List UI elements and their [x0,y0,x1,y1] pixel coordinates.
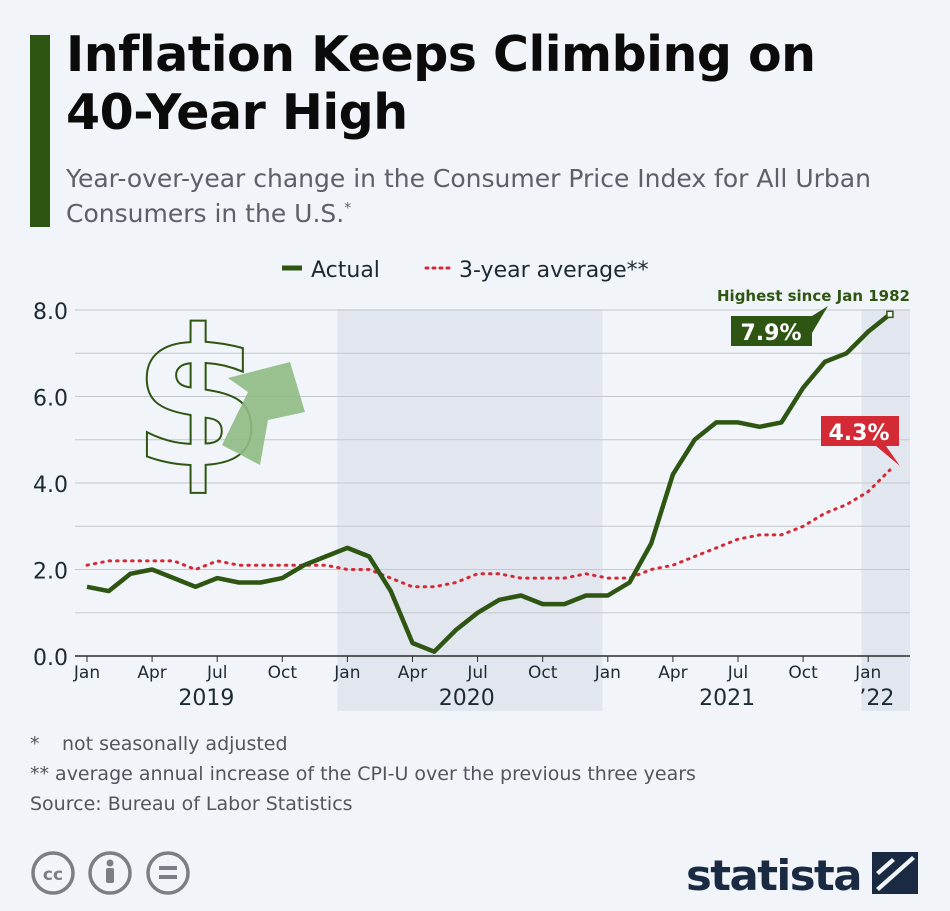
page-subtitle: Year-over-year change in the Consumer Pr… [66,161,886,231]
average-callout: 4.3% [821,416,900,466]
shade-2020 [337,309,603,711]
x-tick-label: Jul [206,663,228,683]
series-lines [85,310,894,654]
year-label: 2019 [178,686,234,711]
year-label: 2021 [699,686,755,711]
x-tick-label: Jan [854,663,881,683]
x-tick-label: Jul [727,663,749,683]
x-tick-label: Jan [333,663,360,683]
y-axis-ticks: 0.0 2.0 4.0 6.0 8.0 [33,300,68,671]
statista-logo[interactable]: statista [686,846,922,900]
x-tick-label: Apr [398,663,427,683]
y-tick-label: 6.0 [33,387,68,412]
x-axis-ticks: Jan Apr Jul Oct Jan Apr Jul Oct Jan Apr Jul Oct Jan [73,656,881,683]
x-tick-label: Jul [466,663,488,683]
shaded-periods [337,309,910,711]
by-icon[interactable] [88,851,132,895]
y-tick-label: 0.0 [33,646,68,671]
y-tick-label: 8.0 [33,300,68,325]
nd-icon[interactable] [146,851,190,895]
x-tick-label: Oct [788,663,818,683]
footnote-text: average annual increase of the CPI-U ove… [55,763,696,785]
title-accent-bar [30,35,50,227]
legend-label-actual: Actual [311,258,380,283]
x-tick-label: Apr [137,663,166,683]
footnote-1: * not seasonally adjusted [30,729,696,759]
shade-2022 [861,309,910,711]
peak-marker [886,310,894,319]
peak-note: Highest since Jan 1982 [717,287,910,305]
year-labels: 2019 2020 2021 ’22 [178,686,894,711]
inflation-line-chart: $ 0.0 2.0 4.0 6.0 8.0 Jan Apr Jul Oct Jan Apr Jul O… [33,258,910,711]
grid-lines [75,309,910,657]
footnote-mark: * [30,733,40,755]
license-icons[interactable]: cc [30,850,200,896]
footnotes: * not seasonally adjusted ** average annu… [30,729,696,819]
dollar-arrow-icon: $ [131,288,305,511]
svg-text:4.3%: 4.3% [828,421,889,446]
footnote-2: ** average annual increase of the CPI-U … [30,759,696,789]
y-tick-label: 4.0 [33,473,68,498]
source-line: Source: Bureau of Labor Statistics [30,793,353,815]
series-line-average [85,468,892,589]
x-tick-label: Oct [268,663,298,683]
cc-icon[interactable]: cc [31,851,75,895]
x-tick-label: Apr [658,663,687,683]
x-tick-label: Jan [594,663,621,683]
x-tick-label: Jan [73,663,100,683]
svg-text:7.9%: 7.9% [740,321,801,346]
year-label: ’22 [859,686,894,711]
subtitle-footnote-mark: * [344,200,352,217]
y-tick-label: 2.0 [33,560,68,585]
series-line-actual [86,312,892,654]
x-tick-label: Oct [528,663,558,683]
page-title: Inflation Keeps Climbing on 40-Year High [66,26,816,141]
actual-callout: 7.9% [731,306,828,346]
brand-mark-icon [872,852,918,894]
footnote-text: not seasonally adjusted [62,733,288,755]
legend: Actual 3-year average** [282,258,649,283]
brand-wordmark: statista [686,851,861,900]
year-label: 2020 [439,686,495,711]
svg-text:$: $ [132,289,264,510]
legend-label-average: 3-year average** [459,258,649,283]
footnote-mark: ** [30,763,49,785]
svg-text:cc: cc [43,865,63,885]
subtitle-text: Year-over-year change in the Consumer Pr… [66,164,871,228]
